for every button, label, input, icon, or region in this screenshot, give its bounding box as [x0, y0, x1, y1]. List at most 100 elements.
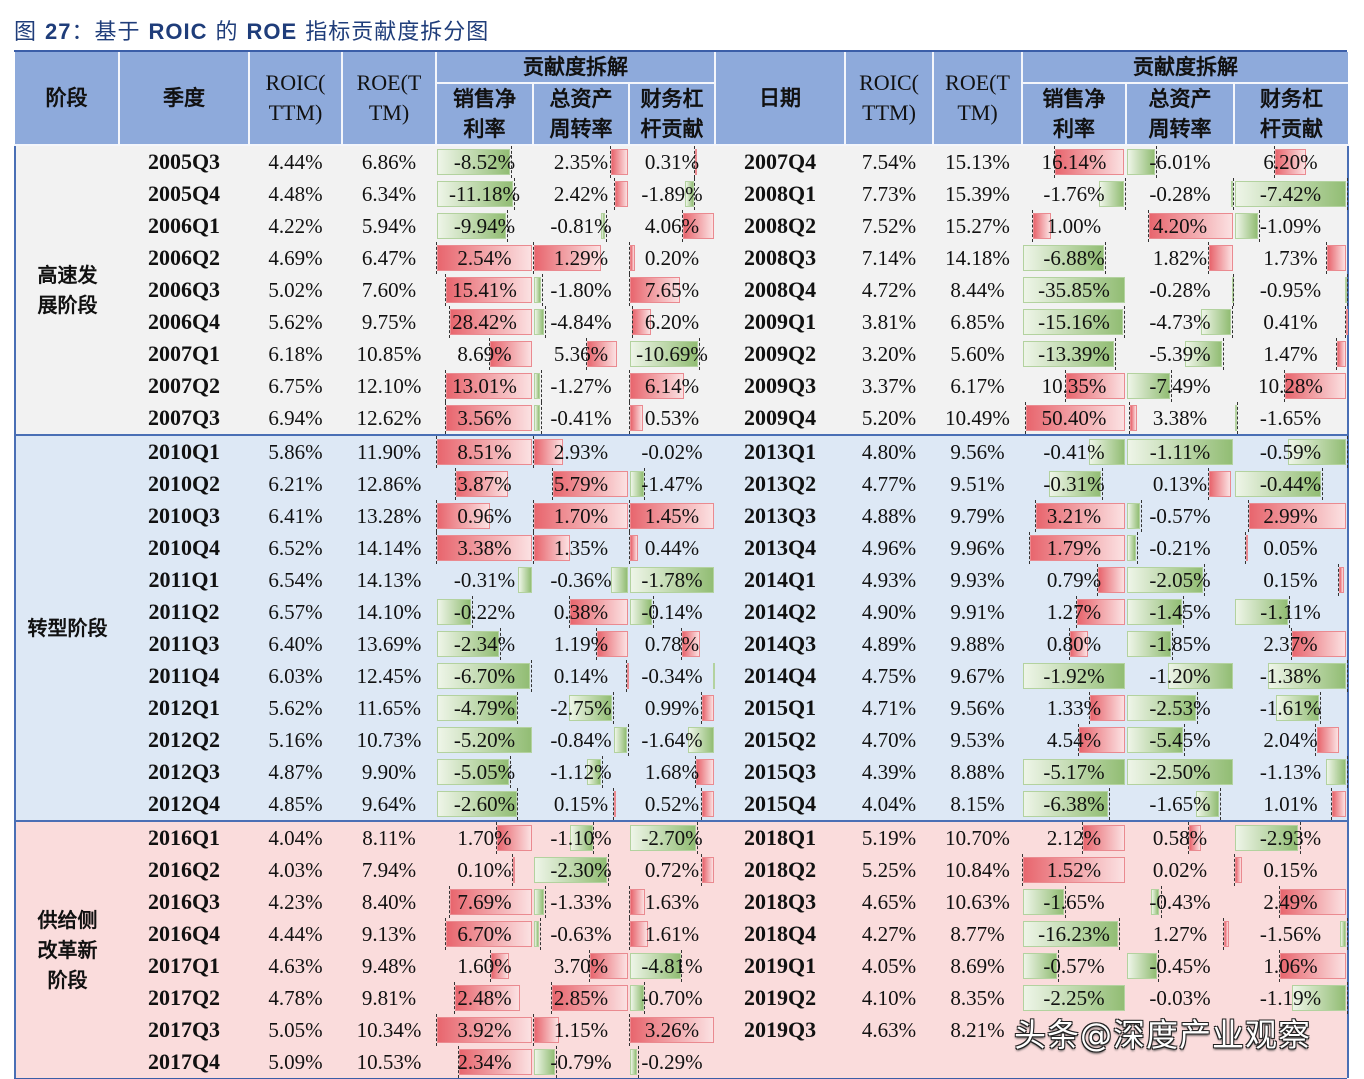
right-quarter-cell: 2008Q3 — [715, 242, 846, 274]
negative-bar — [1340, 921, 1346, 947]
leverage-databar-cell: -1.47% — [629, 468, 716, 500]
right-roe-cell — [933, 1046, 1023, 1078]
contribution-value: 2.04% — [1263, 728, 1318, 752]
databar-axis-line — [629, 532, 630, 564]
contribution-value: 2.85% — [553, 986, 609, 1010]
table-row: 2005Q4 4.48% 6.34% -11.18% 2.42% -1.89% 2008Q1… — [15, 178, 1350, 210]
header-roe-right: ROE(T TM) — [932, 52, 1023, 146]
positive-bar — [1246, 535, 1249, 561]
right-roic-cell: 4.80% — [845, 434, 934, 468]
contribution-value: -6.01% — [1149, 150, 1211, 174]
roe-cell: 14.14% — [342, 532, 436, 564]
contribution-value: -10.69% — [636, 342, 708, 366]
right-leverage-databar-cell — [1234, 1046, 1350, 1078]
contribution-value: 2.34% — [457, 1050, 512, 1074]
databar-axis-line — [1299, 822, 1301, 854]
databar-axis-line — [1223, 918, 1225, 950]
right-quarter-cell: 2008Q2 — [715, 210, 846, 242]
positive-bar — [1224, 921, 1229, 947]
positive-bar — [512, 857, 515, 883]
net-margin-databar-cell: 8.69% — [436, 338, 533, 370]
contribution-value: 0.13% — [1152, 472, 1208, 496]
databar-axis-line — [613, 178, 615, 210]
roe-cell: 11.65% — [342, 692, 436, 724]
contribution-value: 15.41% — [452, 278, 517, 302]
right-roe-cell: 10.49% — [933, 402, 1023, 435]
negative-bar — [570, 825, 593, 851]
roe-cell: 6.47% — [342, 242, 436, 274]
roe-cell: 12.62% — [342, 402, 436, 435]
contribution-value: -1.38% — [1259, 664, 1322, 688]
right-leverage-databar-cell: 2.49% — [1234, 886, 1350, 918]
roe-cell: 12.10% — [342, 370, 436, 402]
databar-axis-line — [509, 756, 511, 788]
positive-bar — [627, 663, 630, 689]
right-net-margin-databar-cell — [1022, 1046, 1127, 1078]
positive-bar — [702, 695, 715, 721]
stage-name-line: 供给侧 — [37, 908, 98, 932]
databar-axis-line — [701, 854, 703, 886]
negative-bar — [1235, 825, 1299, 851]
quarter-cell: 2017Q3 — [119, 1014, 249, 1046]
databar-axis-line — [695, 756, 697, 788]
contribution-value: 1.15% — [553, 1018, 609, 1042]
right-quarter-cell: 2009Q1 — [715, 306, 846, 338]
leverage-databar-cell: 4.06% — [629, 210, 716, 242]
table-row: 2006Q3 5.02% 7.60% 15.41% -1.80% 7.65% 2008Q4 4… — [15, 274, 1350, 306]
contribution-value: -8.52% — [453, 150, 516, 174]
asset-turnover-databar-cell: 1.19% — [533, 628, 629, 660]
quarter-cell: 2016Q1 — [119, 820, 249, 854]
right-net-margin-databar-cell: -1.76% — [1022, 178, 1127, 210]
leverage-databar-cell: -4.81% — [629, 950, 716, 982]
negative-bar — [1127, 535, 1136, 561]
databar-axis-line — [533, 500, 534, 532]
contribution-value: -1.11% — [1149, 440, 1211, 464]
leverage-databar-cell: 7.65% — [629, 274, 716, 306]
positive-bar — [589, 953, 629, 979]
databar-axis-line — [653, 596, 655, 628]
contribution-value: 4.20% — [1152, 214, 1208, 238]
contribution-value: -0.31% — [453, 568, 516, 592]
databar-axis-line — [513, 178, 515, 210]
positive-bar — [629, 503, 715, 529]
negative-bar — [1088, 439, 1125, 465]
net-margin-databar-cell: 8.51% — [436, 434, 533, 468]
databar-axis-line — [569, 596, 571, 628]
contribution-value: -0.70% — [641, 986, 703, 1010]
databar-axis-line — [436, 436, 437, 468]
right-leverage-databar-cell: 1.47% — [1234, 338, 1350, 370]
databar-axis-line — [1105, 242, 1107, 274]
roic-cell: 5.86% — [249, 434, 342, 468]
roic-cell: 4.04% — [249, 820, 342, 854]
contribution-value: -2.50% — [1149, 760, 1211, 784]
databar-axis-line — [607, 854, 609, 886]
contribution-value: 1.45% — [644, 504, 700, 528]
databar-axis-line — [593, 822, 595, 854]
databar-axis-line — [629, 918, 630, 950]
contribution-value: 8.51% — [457, 440, 512, 464]
databar-axis-line — [1129, 402, 1131, 434]
contribution-value: 4.06% — [644, 214, 700, 238]
databar-axis-line — [628, 724, 630, 756]
leverage-databar-cell: 0.72% — [629, 854, 716, 886]
asset-turnover-databar-cell: -0.36% — [533, 564, 630, 596]
stage-name-line: 展阶段 — [37, 293, 98, 317]
databar-axis-line — [631, 306, 633, 338]
contribution-value: 13.01% — [452, 374, 517, 398]
right-quarter-cell: 2015Q4 — [715, 788, 846, 821]
quarter-cell: 2006Q2 — [119, 242, 249, 274]
net-margin-databar-cell: -2.34% — [436, 628, 533, 660]
positive-bar — [1336, 341, 1346, 367]
quarter-cell: 2011Q1 — [119, 564, 249, 596]
contribution-value: -1.80% — [550, 278, 612, 302]
databar-axis-line — [1319, 692, 1321, 724]
asset-turnover-databar-cell: 5.79% — [533, 468, 629, 500]
right-roe-cell: 9.51% — [933, 468, 1023, 500]
databar-axis-line — [588, 950, 590, 982]
databar-axis-line — [1347, 918, 1349, 950]
right-quarter-cell: 2013Q1 — [715, 434, 846, 468]
databar-axis-line — [496, 822, 498, 854]
positive-bar — [1130, 405, 1137, 431]
net-margin-databar-cell: 3.87% — [436, 468, 533, 500]
positive-bar — [1026, 405, 1125, 431]
